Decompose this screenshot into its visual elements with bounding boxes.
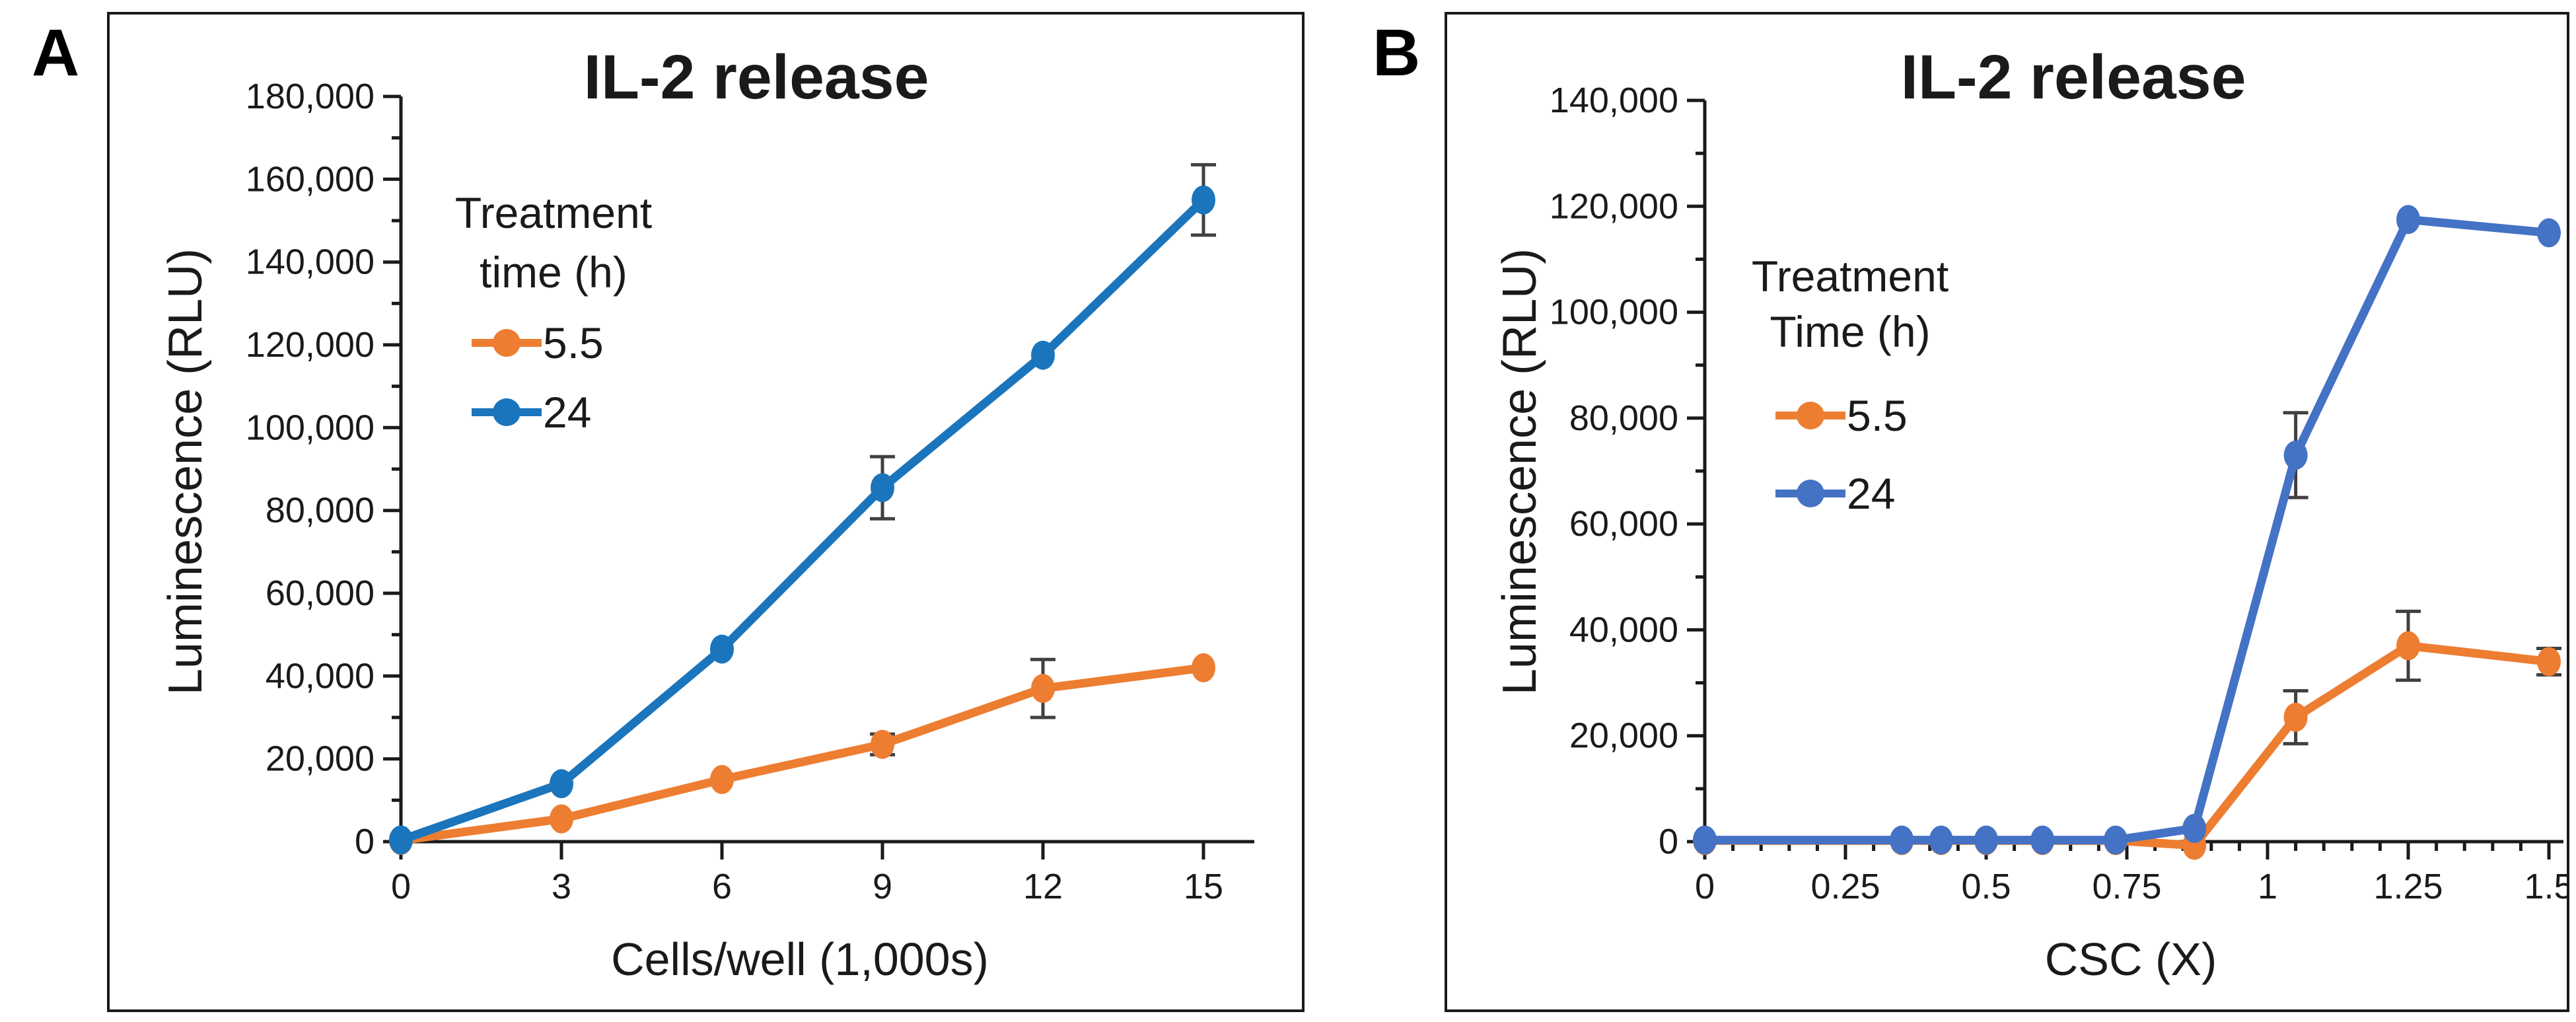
data-point-24h: [2396, 205, 2420, 235]
y-tick-label: 80,000: [266, 491, 375, 530]
x-tick-label: 0.75: [2092, 867, 2161, 906]
legend-item-5-5h-a: 5.5: [470, 316, 604, 369]
data-point-5.5h: [550, 804, 573, 834]
data-point-24h: [1974, 825, 1998, 855]
legend-title-a: Treatment time (h): [455, 183, 652, 302]
y-tick-label: 120,000: [246, 325, 375, 365]
legend-item-24h-b: 24: [1774, 467, 1895, 520]
x-tick-label: 0.25: [1810, 867, 1880, 906]
data-point-5.5h: [1031, 674, 1055, 704]
legend-marker-glyph: [1775, 480, 1845, 507]
y-tick-label: 180,000: [246, 77, 375, 116]
x-tick-label: 1.5: [2524, 867, 2567, 906]
panel-b-letter: B: [1373, 16, 1421, 90]
data-point-24h: [2537, 218, 2561, 248]
x-tick-label: 0: [1695, 867, 1715, 906]
x-tick-label: 0.5: [1961, 867, 2011, 906]
y-tick-label: 80,000: [1569, 398, 1678, 438]
legend-dot-5-5h-icon: [1797, 402, 1824, 429]
plot-canvas-b: 0 20,000 40,000 60,000 80,000 100,000 120,000 1…: [1550, 81, 2567, 906]
data-point-5.5h: [1192, 653, 1215, 682]
plot-canvas-a: 0 20,000 40,000 60,000 80,000 100,000 120,000 1…: [246, 77, 1254, 906]
x-tick-label: 15: [1184, 867, 1223, 906]
x-tick-label: 12: [1023, 867, 1063, 906]
panel-a-letter: A: [32, 16, 80, 90]
legend-title-b: Treatment Time (h): [1752, 248, 1949, 359]
x-tick-label: 1: [2258, 867, 2277, 906]
legend-title-b-line2: Time (h): [1770, 307, 1931, 356]
data-point-24h: [710, 634, 734, 664]
data-point-5.5h: [2396, 631, 2420, 661]
legend-title-a-line2: time (h): [480, 248, 627, 297]
y-tick-label: 40,000: [266, 656, 375, 696]
series-line-5.5h: [396, 663, 1208, 845]
x-tick-label: 0: [391, 867, 411, 906]
legend-item-24h-a: 24: [470, 386, 591, 439]
y-tick-label: 100,000: [246, 408, 375, 447]
y-tick-label: 140,000: [1550, 81, 1678, 120]
data-point-24h: [550, 769, 573, 799]
legend-item-5-5h-b: 5.5: [1774, 389, 1908, 442]
series-line-24h: [396, 196, 1208, 844]
y-tick-label: 60,000: [1569, 504, 1678, 544]
legend-title-a-line1: Treatment: [454, 188, 653, 237]
legend-label-24h-a: 24: [543, 388, 592, 437]
y-tick-label: 20,000: [266, 739, 375, 779]
legend-dot-24h-icon: [493, 398, 520, 426]
chart-title-b: IL-2 release: [1900, 42, 2246, 112]
data-point-24h: [1929, 825, 1953, 855]
y-tick-label: 100,000: [1550, 293, 1678, 332]
x-tick-label: 3: [552, 867, 571, 906]
legend-marker-glyph: [1775, 402, 1845, 429]
y-tick-label: 60,000: [266, 573, 375, 613]
legend-dot-5-5h-icon: [493, 329, 520, 357]
y-tick-label: 0: [355, 822, 375, 861]
y-tick-label: 140,000: [246, 242, 375, 282]
data-point-24h: [2283, 441, 2308, 470]
data-point-24h: [389, 825, 413, 855]
data-point-24h: [2030, 825, 2055, 855]
y-tick-label: 120,000: [1550, 186, 1678, 226]
data-point-5.5h: [2537, 647, 2561, 676]
data-point-5.5h: [2283, 702, 2308, 732]
legend-title-b-line1: Treatment: [1751, 252, 1949, 301]
data-point-24h: [1693, 825, 1717, 855]
x-tick-label: 1.25: [2373, 867, 2443, 906]
x-tick-label: 9: [873, 867, 892, 906]
data-point-24h: [1890, 825, 1914, 855]
data-point-24h: [871, 473, 894, 503]
data-point-24h: [1031, 340, 1055, 370]
legend-label-5-5h-b: 5.5: [1847, 391, 1908, 440]
legend-dot-24h-icon: [1797, 480, 1824, 507]
legend-marker-glyph: [472, 329, 542, 357]
series-line-24h: [1700, 215, 2554, 845]
legend-label-24h-b: 24: [1847, 469, 1896, 518]
data-point-24h: [2104, 825, 2128, 855]
y-tick-label: 20,000: [1569, 716, 1678, 756]
series-line-5.5h: [1700, 641, 2554, 850]
chart-title-a: IL-2 release: [583, 42, 929, 112]
x-axis-title-b: CSC (X): [2044, 933, 2217, 985]
x-tick-label: 6: [712, 867, 732, 906]
data-point-24h: [1192, 185, 1215, 215]
panel-b: IL-2 release Luminescence (RLU) CSC (X) …: [1445, 12, 2569, 1012]
legend-marker-glyph: [472, 398, 542, 426]
y-tick-label: 0: [1659, 822, 1678, 861]
panel-a: IL-2 release Luminescence (RLU) Cells/we…: [107, 12, 1305, 1012]
legend-label-5-5h-a: 5.5: [543, 318, 604, 367]
y-tick-label: 160,000: [246, 159, 375, 199]
x-axis-title-a: Cells/well (1,000s): [611, 933, 989, 985]
data-point-5.5h: [710, 765, 734, 794]
data-point-24h: [2182, 814, 2207, 843]
y-tick-label: 40,000: [1569, 610, 1678, 649]
data-point-5.5h: [871, 729, 894, 759]
